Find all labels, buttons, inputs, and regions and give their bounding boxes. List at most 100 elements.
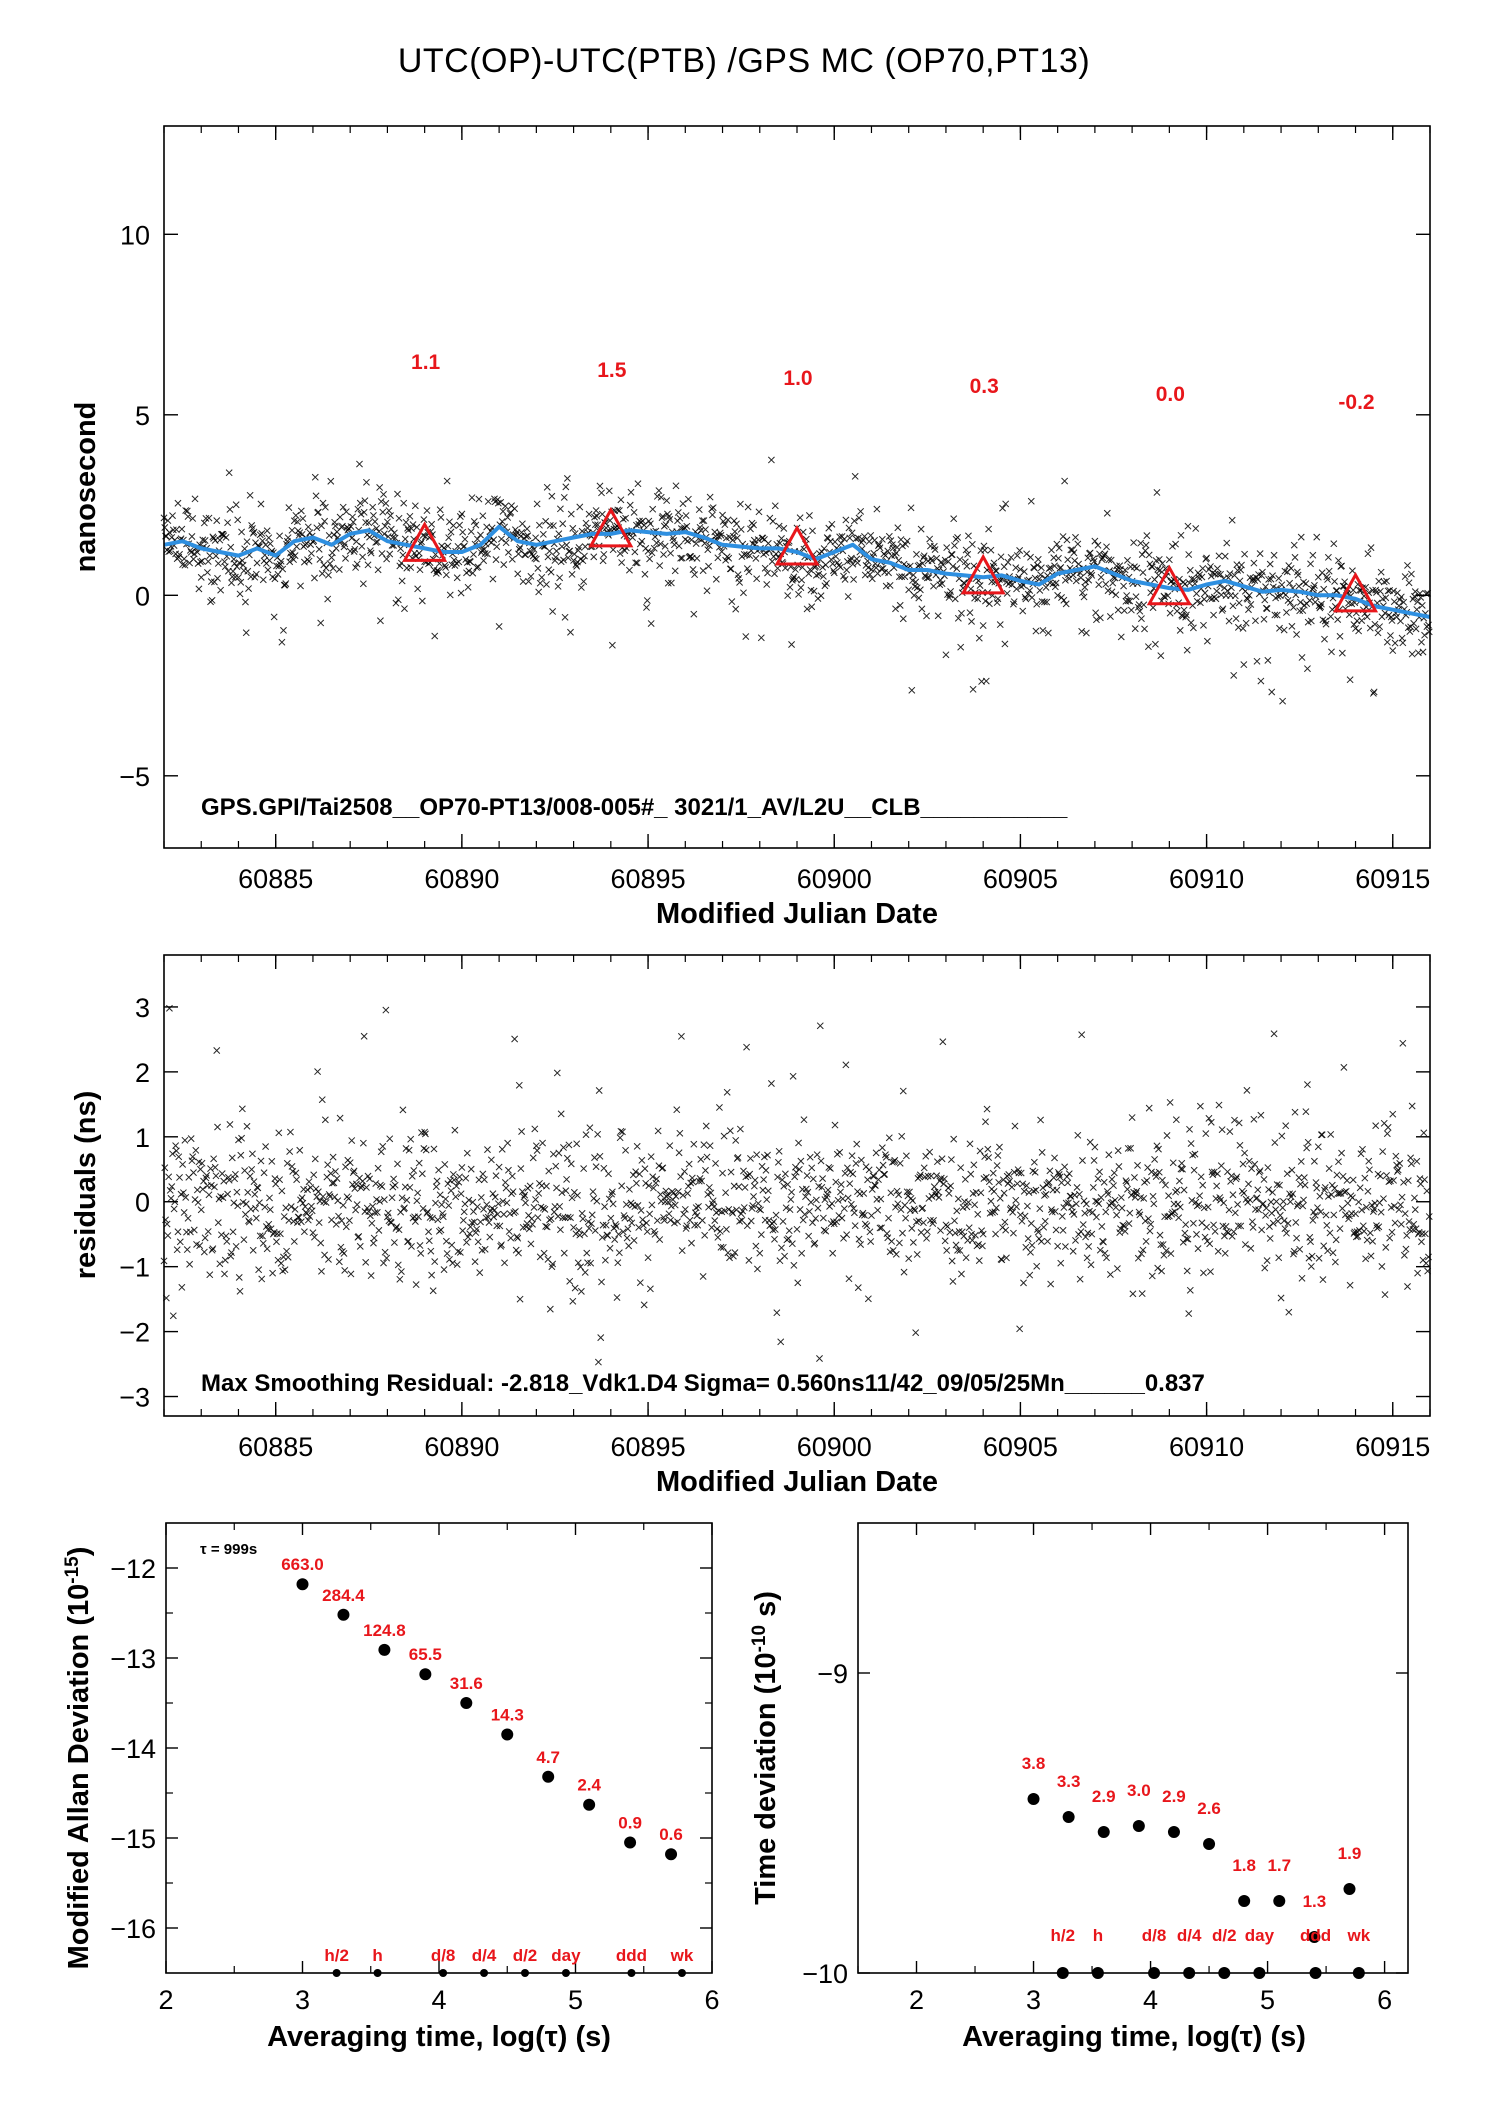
residual-data-point <box>556 1226 564 1234</box>
main-data-point <box>326 560 334 568</box>
residual-data-point <box>594 1358 602 1366</box>
main-data-point <box>639 517 647 525</box>
residual-data-point <box>331 1168 339 1175</box>
main-data-point <box>446 591 454 599</box>
residual-data-point <box>1331 1258 1339 1266</box>
residual-data-point <box>245 1218 253 1226</box>
main-data-point <box>1212 595 1220 603</box>
main-plot-frame <box>163 125 1431 849</box>
residual-data-point <box>377 1148 385 1156</box>
main-data-point <box>647 620 655 628</box>
main-data-point <box>320 561 328 569</box>
main-data-point <box>500 561 508 569</box>
mdev-tau-note: τ = 999s <box>200 1541 257 1558</box>
text-layer: 60885 60890 60895 60900 60905 60910 60915−5051… <box>62 220 1430 2053</box>
residual-data-point <box>1276 1181 1283 1189</box>
residual-data-point <box>453 1261 461 1269</box>
residual-data-point <box>657 1190 664 1198</box>
residual-data-point <box>1386 1234 1394 1242</box>
tdev-x-axis-title: Averaging time, log(τ) (s) <box>962 2021 1306 2053</box>
main-data-point <box>497 535 505 543</box>
resid-y-tick-label: 0 <box>135 1188 150 1218</box>
main-data-point <box>1412 625 1420 633</box>
main-data-point <box>1088 571 1096 579</box>
main-data-point <box>847 556 854 564</box>
residual-data-point <box>1203 1223 1211 1231</box>
residual-data-point <box>480 1176 488 1184</box>
residual-data-point <box>1333 1171 1341 1179</box>
main-data-point <box>1382 594 1390 602</box>
main-data-point <box>631 548 639 556</box>
residual-data-point <box>674 1188 682 1196</box>
main-data-point <box>836 563 844 571</box>
mdev-data-point <box>583 1798 596 1811</box>
resid-y-tick-label: −2 <box>119 1318 150 1348</box>
main-data-point <box>416 566 424 574</box>
residual-data-point <box>1148 1272 1156 1280</box>
main-data-point <box>401 605 408 613</box>
residual-data-point <box>1400 1178 1408 1186</box>
main-data-point <box>484 550 491 558</box>
main-data-point <box>592 507 600 515</box>
main-data-point <box>886 581 894 589</box>
residual-data-point <box>697 1155 705 1163</box>
residual-data-point <box>722 1189 730 1197</box>
residual-data-point <box>1042 1190 1050 1198</box>
main-data-point <box>473 535 481 543</box>
residual-data-point <box>683 1222 691 1230</box>
main-data-point <box>447 528 455 536</box>
residual-data-point <box>814 1204 822 1212</box>
residual-data-point <box>396 1275 404 1283</box>
main-data-point <box>607 525 615 533</box>
residual-data-point <box>1089 1208 1097 1216</box>
main-data-point <box>1103 509 1111 517</box>
main-data-point <box>718 548 726 556</box>
resid-x-tick-label: 60910 <box>1169 1432 1244 1462</box>
main-data-point <box>1199 564 1207 572</box>
residual-data-point <box>556 1202 564 1210</box>
residual-data-point <box>525 1225 533 1233</box>
residual-data-point <box>581 1268 589 1276</box>
residual-data-point <box>1110 1182 1117 1190</box>
residual-data-point <box>1382 1243 1390 1251</box>
residual-data-point <box>1370 1205 1378 1213</box>
main-data-point <box>961 558 969 566</box>
residual-data-point <box>738 1216 746 1224</box>
residual-data-point <box>1119 1221 1127 1229</box>
residual-data-point <box>968 1236 976 1244</box>
residual-data-point <box>1379 1148 1387 1156</box>
residual-data-point <box>511 1207 519 1215</box>
main-data-point <box>1136 607 1144 615</box>
residual-data-point <box>1283 1229 1290 1237</box>
residual-data-point <box>750 1193 758 1200</box>
residual-data-point <box>582 1131 590 1139</box>
residual-data-point <box>817 1157 825 1165</box>
residual-data-point <box>747 1154 754 1162</box>
main-data-point <box>841 575 849 583</box>
main-data-point <box>522 532 530 540</box>
residual-data-point <box>1206 1240 1214 1248</box>
main-data-point <box>1151 640 1159 648</box>
main-data-point <box>293 543 301 551</box>
residual-data-point <box>174 1228 182 1236</box>
residual-data-point <box>546 1305 554 1313</box>
main-data-point <box>885 569 892 577</box>
residual-data-point <box>1280 1217 1288 1225</box>
residual-data-point <box>417 1249 425 1257</box>
main-data-point <box>667 549 675 557</box>
main-data-point <box>1275 574 1283 582</box>
residual-data-point <box>295 1214 303 1221</box>
main-data-point <box>205 514 213 522</box>
residual-data-point <box>1027 1248 1034 1256</box>
main-data-point <box>561 613 569 621</box>
main-data-point <box>1054 591 1062 599</box>
residual-data-point <box>386 1135 394 1143</box>
main-data-point <box>1405 579 1413 587</box>
residual-data-point <box>1030 1158 1038 1166</box>
main-data-point <box>484 497 492 505</box>
main-data-point <box>1294 571 1302 579</box>
residual-data-point <box>771 1226 779 1233</box>
main-data-point <box>808 603 816 611</box>
tdev-point-label: 1.8 <box>1232 1856 1256 1875</box>
main-data-point <box>1215 552 1223 560</box>
